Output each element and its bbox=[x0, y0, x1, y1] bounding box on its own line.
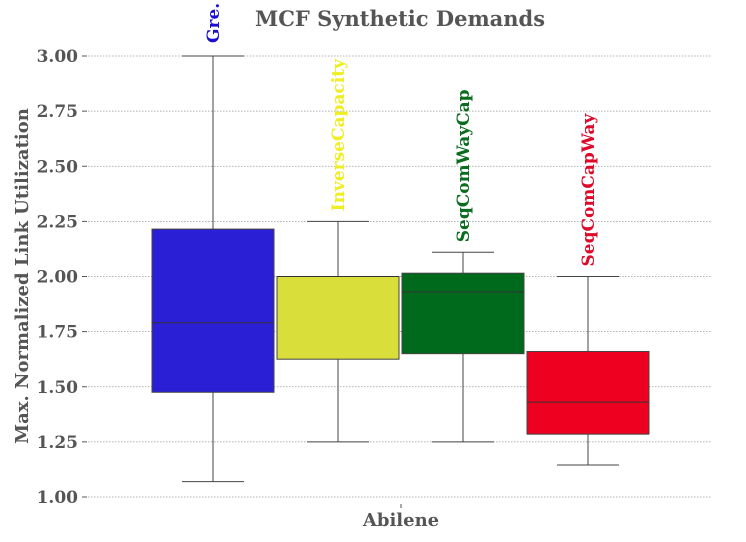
y-tick-label: 3.00 bbox=[37, 47, 79, 67]
iqr-box bbox=[151, 228, 275, 393]
box-1 bbox=[151, 55, 275, 483]
y-tick-label: 1.75 bbox=[37, 323, 78, 343]
series-label-2: InverseCapacity bbox=[329, 58, 349, 211]
y-tick-label: 1.25 bbox=[37, 433, 78, 453]
box-4 bbox=[526, 276, 650, 466]
y-tick-label: 2.50 bbox=[37, 157, 79, 177]
iqr-box bbox=[526, 350, 650, 435]
y-tick-label: 2.75 bbox=[37, 102, 78, 122]
x-axis-label: Abilene bbox=[362, 510, 439, 531]
y-tick-label: 2.00 bbox=[37, 268, 79, 288]
boxes bbox=[151, 55, 650, 483]
series-label-4: SeqComCapWay bbox=[579, 113, 599, 267]
y-tick-label: 2.25 bbox=[37, 212, 78, 232]
y-axis-label: Max. Normalized Link Utilization bbox=[12, 108, 33, 444]
series-label-3: SeqComWayCap bbox=[454, 89, 474, 242]
series-labels: Gre. InverseCapacity SeqComWayCap SeqComCap… bbox=[204, 3, 599, 267]
series-label-1: Gre. bbox=[204, 3, 224, 43]
y-tick-label: 1.50 bbox=[37, 378, 79, 398]
y-tick-label: 1.00 bbox=[37, 488, 79, 508]
box-3 bbox=[401, 251, 525, 443]
iqr-box bbox=[401, 272, 525, 355]
box-2 bbox=[276, 220, 400, 443]
chart-title: MCF Synthetic Demands bbox=[255, 6, 545, 31]
y-axis-ticks: 1.00 1.25 1.50 1.75 2.00 2.25 2.50 2.75 3.00 bbox=[37, 47, 87, 508]
iqr-box bbox=[276, 276, 400, 360]
